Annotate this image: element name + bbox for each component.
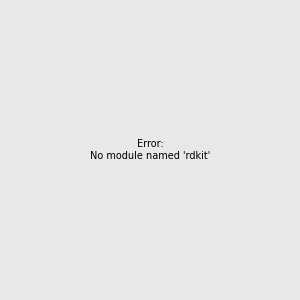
- Text: Error:
No module named 'rdkit': Error: No module named 'rdkit': [90, 139, 210, 161]
